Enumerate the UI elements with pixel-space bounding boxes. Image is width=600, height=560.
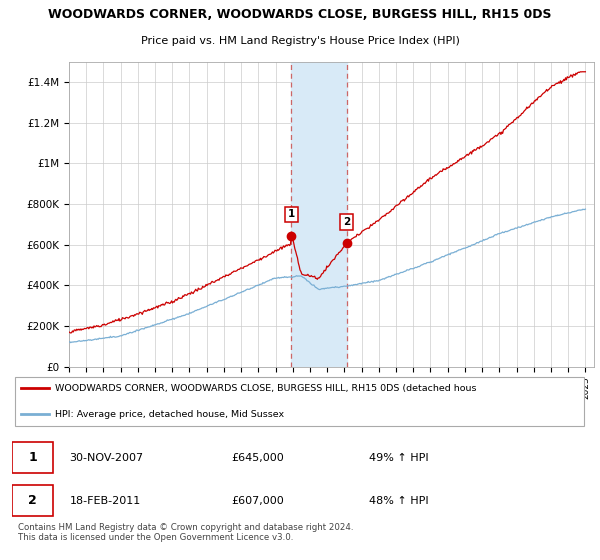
Bar — [292, 62, 347, 367]
FancyBboxPatch shape — [15, 377, 584, 426]
Text: Price paid vs. HM Land Registry's House Price Index (HPI): Price paid vs. HM Land Registry's House … — [140, 36, 460, 46]
Text: 1: 1 — [28, 451, 37, 464]
Text: 1: 1 — [288, 209, 295, 220]
Text: 49% ↑ HPI: 49% ↑ HPI — [369, 452, 429, 463]
Text: £645,000: £645,000 — [231, 452, 284, 463]
Text: £607,000: £607,000 — [231, 496, 284, 506]
Text: WOODWARDS CORNER, WOODWARDS CLOSE, BURGESS HILL, RH15 0DS (detached hous: WOODWARDS CORNER, WOODWARDS CLOSE, BURGE… — [55, 384, 476, 393]
Text: 2: 2 — [28, 494, 37, 507]
Text: Contains HM Land Registry data © Crown copyright and database right 2024.
This d: Contains HM Land Registry data © Crown c… — [18, 523, 353, 542]
Text: WOODWARDS CORNER, WOODWARDS CLOSE, BURGESS HILL, RH15 0DS: WOODWARDS CORNER, WOODWARDS CLOSE, BURGE… — [48, 8, 552, 21]
FancyBboxPatch shape — [12, 485, 53, 516]
Text: HPI: Average price, detached house, Mid Sussex: HPI: Average price, detached house, Mid … — [55, 409, 284, 418]
Text: 18-FEB-2011: 18-FEB-2011 — [70, 496, 141, 506]
FancyBboxPatch shape — [12, 442, 53, 473]
Text: 30-NOV-2007: 30-NOV-2007 — [70, 452, 144, 463]
Text: 2: 2 — [343, 217, 350, 227]
Text: 48% ↑ HPI: 48% ↑ HPI — [369, 496, 429, 506]
